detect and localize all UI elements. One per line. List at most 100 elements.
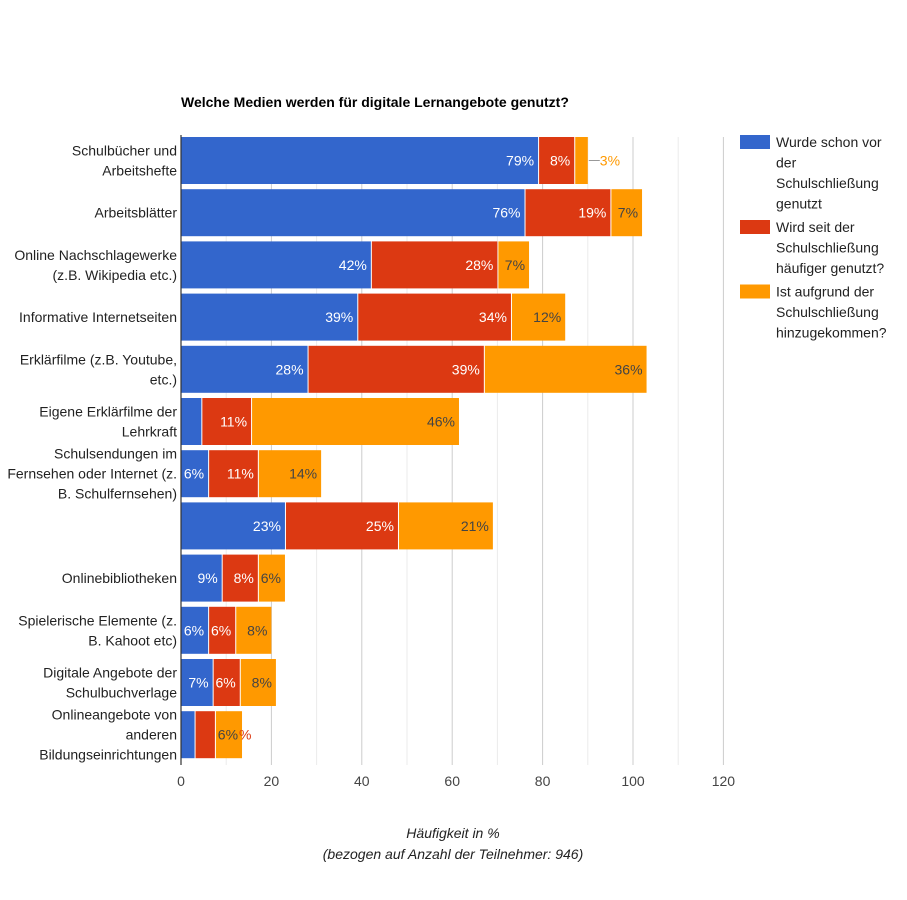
category-label: etc.) <box>150 371 177 387</box>
legend-label: hinzugekommen? <box>776 325 887 341</box>
bar-data-label: 28% <box>465 257 493 273</box>
legend-label: genutzt <box>776 196 822 212</box>
bar-segment-1 <box>181 345 308 393</box>
category-label: Eigene Erklärfilme der <box>39 404 177 420</box>
legend-label: Wurde schon vor <box>776 134 882 150</box>
x-axis-title: Häufigkeit in % (bezogen auf Anzahl der … <box>323 825 583 862</box>
bar-data-label: 39% <box>452 361 480 377</box>
bar-segment-2 <box>525 189 611 237</box>
bar-segment-3 <box>258 554 285 602</box>
annotation-label: % <box>239 727 251 743</box>
x-tick-label: 0 <box>177 773 185 789</box>
legend-label: Schulschließung <box>776 304 879 320</box>
bar-data-label: 25% <box>366 518 394 534</box>
bar-segment-3 <box>611 189 643 237</box>
legend-swatch <box>740 284 770 299</box>
legend-item-3: Ist aufgrund der Schulschließung hinzugeko… <box>740 284 887 341</box>
bar-data-label: 21% <box>461 518 489 534</box>
category-label: Onlineangebote von <box>52 707 177 723</box>
legend-swatch <box>740 220 770 234</box>
x-tick-label: 120 <box>712 773 736 789</box>
bar-segment-3 <box>236 606 272 654</box>
bar-segment-1 <box>181 241 371 289</box>
x-axis-title-main: Häufigkeit in % <box>406 825 499 841</box>
bar-data-label: 6% <box>184 622 204 638</box>
legend-label: Schulschließung <box>776 240 879 256</box>
category-label: Schulbuchverlage <box>66 685 178 701</box>
bar-segment-3 <box>215 711 243 759</box>
legend-label: häufiger genutzt? <box>776 260 884 276</box>
bar-segment-2 <box>213 659 240 706</box>
category-label: Lehrkraft <box>122 424 177 440</box>
bar-segment-2 <box>202 398 252 445</box>
x-tick-label: 40 <box>354 773 370 789</box>
bar-data-label: 28% <box>276 361 304 377</box>
category-labels: Schulbücher und Arbeitshefte Arbeitsblätte… <box>7 143 177 763</box>
bar-data-label: 39% <box>325 309 353 325</box>
bar-segment-3 <box>484 345 647 393</box>
bar-segment-1 <box>181 293 358 341</box>
bar-segment-1 <box>181 137 539 184</box>
legend-item-2: Wird seit der Schulschließung häufiger gen… <box>740 219 884 276</box>
legend-item-1: Wurde schon vor der Schulschließung genutzt <box>740 134 882 212</box>
x-tick-label: 20 <box>264 773 280 789</box>
bar-data-label: 34% <box>479 309 507 325</box>
legend-swatch <box>740 135 770 149</box>
bar-segment-2 <box>308 345 484 393</box>
bars <box>181 137 647 759</box>
bar-labels: 79% 8% 76% 19% 7% 42% 28% 7% 39% 34% 12% 28% 39% 36% 1… <box>184 153 643 743</box>
x-tick-label: 100 <box>621 773 645 789</box>
category-label: Digitale Angebote der <box>43 665 177 681</box>
legend-label: Ist aufgrund der <box>776 284 874 300</box>
category-label: Erklärfilme (z.B. Youtube, <box>20 351 177 367</box>
bar-data-label: 6% <box>216 675 236 691</box>
bar-data-label: 42% <box>339 257 367 273</box>
bar-segment-3 <box>240 659 276 706</box>
chart-title: Welche Medien werden für digitale Lernan… <box>181 94 569 110</box>
bar-data-label: 7% <box>618 205 638 221</box>
bar-data-label: 79% <box>506 153 534 169</box>
bar-data-label: 11% <box>227 466 254 482</box>
legend: Wurde schon vor der Schulschließung genutzt… <box>740 134 887 341</box>
legend-label: der <box>776 155 797 171</box>
x-tick-label: 80 <box>535 773 551 789</box>
bar-data-label: 6% <box>261 570 281 586</box>
bar-segment-2 <box>371 241 498 289</box>
bar-segment-1 <box>181 502 285 550</box>
x-tick-labels: 0 20 40 60 80 100 120 <box>177 773 735 789</box>
category-label: anderen <box>126 727 177 743</box>
category-label: (z.B. Wikipedia etc.) <box>53 267 177 283</box>
bar-data-label: 19% <box>578 205 606 221</box>
bar-data-label: 76% <box>492 205 520 221</box>
bar-segment-3 <box>398 502 493 550</box>
category-label: Spielerische Elemente (z. <box>18 612 177 628</box>
bar-segment-1 <box>181 711 195 759</box>
bar-segment-1 <box>181 659 213 706</box>
bar-segment-3 <box>575 137 588 184</box>
bar-segment-2 <box>209 450 258 498</box>
bar-segment-2 <box>209 606 236 654</box>
legend-label: Schulschließung <box>776 175 879 191</box>
bar-data-label: 8% <box>550 153 570 169</box>
category-label: Schulbücher und <box>72 143 177 159</box>
bar-data-label: 7% <box>505 257 525 273</box>
x-axis-title-sub: (bezogen auf Anzahl der Teilnehmer: 946) <box>323 846 583 862</box>
bar-data-label: 6% <box>211 622 231 638</box>
bar-data-label: 7% <box>188 675 208 691</box>
bar-data-label: 23% <box>253 518 281 534</box>
bar-segment-2 <box>539 137 575 184</box>
bar-data-label: 6% <box>218 727 238 743</box>
annotation-label: 3% <box>600 153 620 169</box>
bar-segment-3 <box>258 450 322 498</box>
bar-segment-1 <box>181 606 209 654</box>
bar-segment-1 <box>181 450 209 498</box>
bar-segment-1 <box>181 398 202 445</box>
x-tick-label: 60 <box>444 773 460 789</box>
category-label: Arbeitshefte <box>102 163 177 179</box>
bar-segment-2 <box>285 502 398 550</box>
bar-segment-1 <box>181 189 525 237</box>
category-label: Onlinebibliotheken <box>62 570 177 586</box>
bar-data-label: 46% <box>427 414 455 430</box>
bar-segment-3 <box>498 241 530 289</box>
legend-label: Wird seit der <box>776 219 855 235</box>
